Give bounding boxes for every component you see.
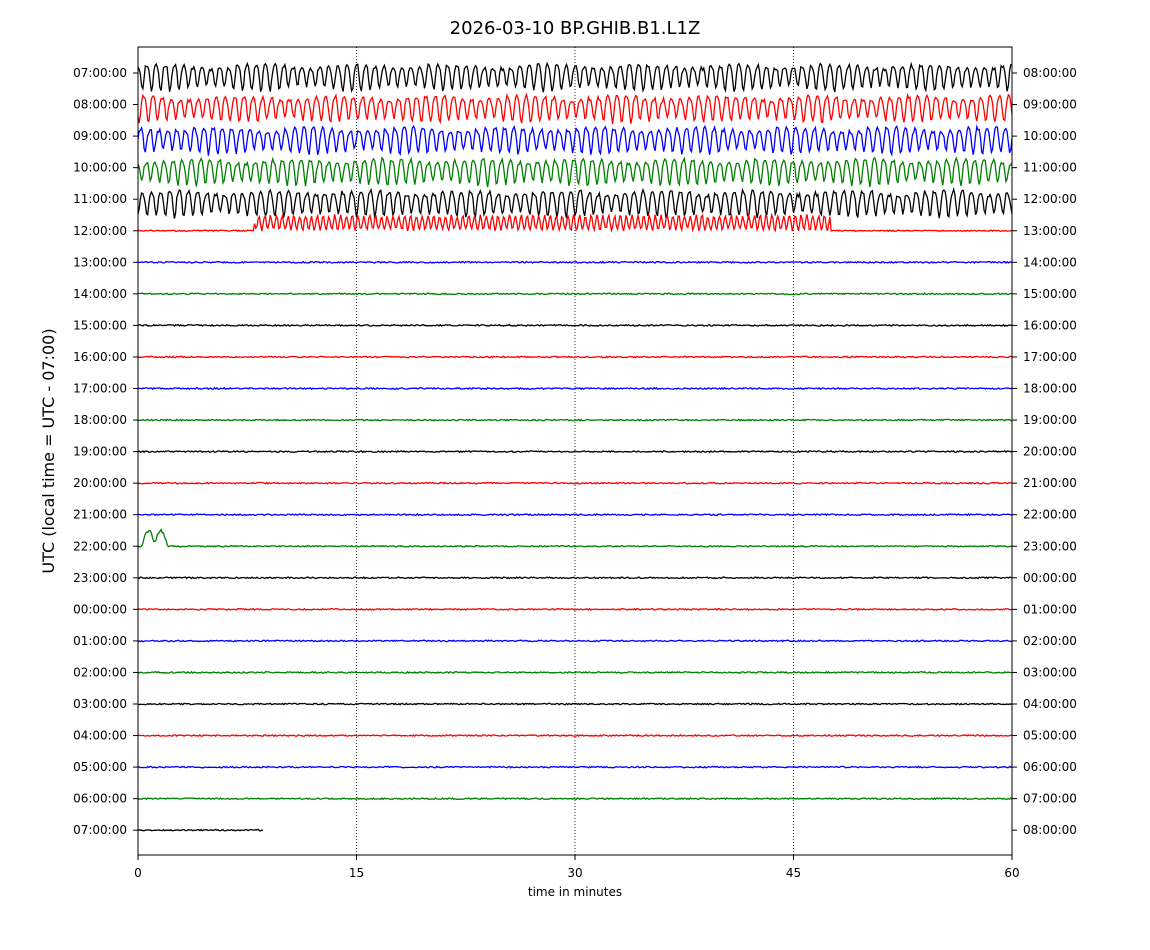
- left-tick-label-13: 20:00:00: [73, 476, 127, 490]
- trace-13: [137, 481, 1013, 485]
- right-tick-label-2: 10:00:00: [1023, 129, 1077, 143]
- left-tick-label-21: 04:00:00: [73, 729, 127, 743]
- x-tick-label-3: 45: [786, 866, 801, 880]
- right-tick-label-6: 14:00:00: [1023, 255, 1077, 269]
- x-tick-label-0: 0: [134, 866, 142, 880]
- trace-15: [137, 528, 1013, 548]
- right-tick-label-10: 18:00:00: [1023, 382, 1077, 396]
- right-tick-label-23: 07:00:00: [1023, 792, 1077, 806]
- trace-6: [137, 260, 1013, 264]
- left-tick-label-5: 12:00:00: [73, 224, 127, 238]
- left-tick-label-9: 16:00:00: [73, 350, 127, 364]
- left-tick-label-1: 08:00:00: [73, 98, 127, 112]
- trace-group: [137, 61, 1013, 832]
- x-tick-label-4: 60: [1004, 866, 1019, 880]
- trace-7: [138, 292, 1013, 296]
- right-tick-label-9: 17:00:00: [1023, 350, 1077, 364]
- right-tick-label-8: 16:00:00: [1023, 318, 1077, 332]
- left-tick-label-14: 21:00:00: [73, 508, 127, 522]
- left-tick-label-18: 01:00:00: [73, 634, 127, 648]
- left-tick-label-20: 03:00:00: [73, 697, 127, 711]
- left-tick-label-11: 18:00:00: [73, 413, 127, 427]
- trace-2: [137, 124, 1013, 157]
- left-tick-label-17: 00:00:00: [73, 602, 127, 616]
- trace-18: [137, 639, 1013, 643]
- right-tick-label-18: 02:00:00: [1023, 634, 1077, 648]
- right-tick-label-11: 19:00:00: [1023, 413, 1077, 427]
- left-tick-label-0: 07:00:00: [73, 66, 127, 80]
- right-tick-label-20: 04:00:00: [1023, 697, 1077, 711]
- trace-10: [137, 386, 1013, 391]
- trace-0: [137, 61, 1013, 94]
- left-tick-label-10: 17:00:00: [73, 382, 127, 396]
- chart-title: 2026-03-10 BP.GHIB.B1.L1Z: [450, 18, 701, 39]
- right-tick-label-5: 13:00:00: [1023, 224, 1077, 238]
- left-tick-label-3: 10:00:00: [73, 161, 127, 175]
- x-tick-label-1: 15: [349, 866, 364, 880]
- left-tick-label-19: 02:00:00: [73, 665, 127, 679]
- right-axis-ticks: 08:00:00 09:00:00 10:00:00 11:00:00 12:00:00…: [1012, 66, 1077, 837]
- right-tick-label-13: 21:00:00: [1023, 476, 1077, 490]
- right-tick-label-14: 22:00:00: [1023, 508, 1077, 522]
- right-tick-label-4: 12:00:00: [1023, 192, 1077, 206]
- right-tick-label-21: 05:00:00: [1023, 729, 1077, 743]
- left-tick-label-12: 19:00:00: [73, 445, 127, 459]
- left-tick-label-24: 07:00:00: [73, 823, 127, 837]
- y-axis-label: UTC (local time = UTC - 07:00): [39, 328, 58, 573]
- right-tick-label-22: 06:00:00: [1023, 760, 1077, 774]
- trace-11: [137, 418, 1012, 422]
- trace-21: [137, 733, 1013, 738]
- trace-5: [137, 212, 1013, 234]
- left-tick-label-23: 06:00:00: [73, 792, 127, 806]
- trace-17: [137, 607, 1013, 611]
- right-tick-label-7: 15:00:00: [1023, 287, 1077, 301]
- x-axis-label: time in minutes: [528, 885, 622, 899]
- trace-24: [137, 828, 264, 832]
- left-tick-label-4: 11:00:00: [73, 192, 127, 206]
- left-tick-label-16: 23:00:00: [73, 571, 127, 585]
- trace-12: [137, 449, 1013, 454]
- x-tick-label-2: 30: [567, 866, 582, 880]
- right-tick-label-19: 03:00:00: [1023, 665, 1077, 679]
- trace-9: [137, 355, 1013, 359]
- trace-4: [137, 186, 1013, 221]
- trace-3: [137, 156, 1013, 188]
- right-tick-label-0: 08:00:00: [1023, 66, 1077, 80]
- trace-22: [137, 765, 1013, 769]
- left-tick-label-7: 14:00:00: [73, 287, 127, 301]
- right-tick-label-16: 00:00:00: [1023, 571, 1077, 585]
- right-tick-label-3: 11:00:00: [1023, 161, 1077, 175]
- trace-20: [137, 702, 1013, 706]
- right-tick-label-17: 01:00:00: [1023, 602, 1077, 616]
- trace-23: [137, 797, 1013, 801]
- left-tick-label-15: 22:00:00: [73, 539, 127, 553]
- right-tick-label-24: 08:00:00: [1023, 823, 1077, 837]
- left-tick-label-2: 09:00:00: [73, 129, 127, 143]
- trace-19: [137, 670, 1013, 675]
- left-axis-ticks: 07:00:00 08:00:00 09:00:00 10:00:00 11:00:00…: [73, 66, 138, 837]
- trace-14: [137, 513, 1013, 517]
- right-tick-label-1: 09:00:00: [1023, 98, 1077, 112]
- trace-1: [137, 92, 1013, 125]
- left-tick-label-6: 13:00:00: [73, 255, 127, 269]
- left-tick-label-8: 15:00:00: [73, 318, 127, 332]
- trace-8: [137, 323, 1012, 328]
- left-tick-label-22: 05:00:00: [73, 760, 127, 774]
- trace-16: [137, 576, 1013, 580]
- x-axis-ticks: 0 15 30 45 60: [134, 855, 1020, 880]
- right-tick-label-12: 20:00:00: [1023, 445, 1077, 459]
- right-tick-label-15: 23:00:00: [1023, 539, 1077, 553]
